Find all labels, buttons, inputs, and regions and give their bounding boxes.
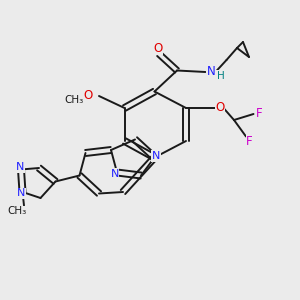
Text: O: O xyxy=(215,101,224,114)
Text: F: F xyxy=(256,106,262,120)
Text: N: N xyxy=(110,169,119,179)
Text: N: N xyxy=(16,162,25,172)
Text: N: N xyxy=(152,151,160,161)
Text: N: N xyxy=(17,188,25,199)
Text: CH₃: CH₃ xyxy=(7,206,26,217)
Text: CH₃: CH₃ xyxy=(64,95,84,105)
Text: N: N xyxy=(206,64,215,78)
Text: O: O xyxy=(84,88,93,102)
Text: H: H xyxy=(217,70,224,81)
Text: F: F xyxy=(246,135,253,148)
Text: O: O xyxy=(153,41,162,55)
